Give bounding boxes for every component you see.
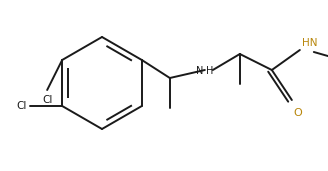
Text: O: O bbox=[294, 108, 302, 118]
Text: HN: HN bbox=[302, 38, 317, 48]
Text: Cl: Cl bbox=[42, 95, 52, 105]
Text: Cl: Cl bbox=[17, 101, 27, 111]
Text: N: N bbox=[196, 66, 204, 76]
Text: H: H bbox=[206, 66, 213, 76]
